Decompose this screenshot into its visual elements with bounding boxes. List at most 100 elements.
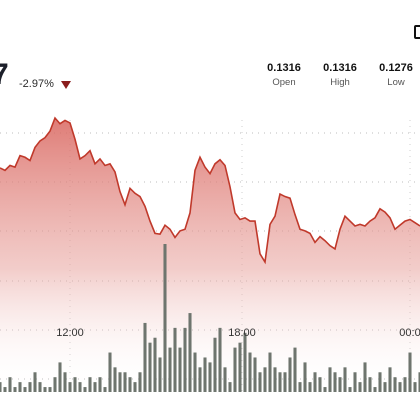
volume-bar: [138, 372, 142, 392]
volume-bar: [258, 372, 262, 392]
volume-bar: [383, 382, 387, 392]
volume-bar: [213, 337, 217, 392]
volume-bar: [48, 387, 52, 392]
volume-bar: [198, 367, 202, 392]
volume-bar: [293, 347, 297, 392]
volume-bar: [333, 372, 337, 392]
volume-bar: [53, 377, 57, 392]
volume-bar: [73, 377, 77, 392]
x-tick-label: 00:0: [399, 327, 420, 339]
volume-bar: [108, 352, 112, 392]
volume-bar: [353, 372, 357, 392]
volume-bar: [398, 382, 402, 392]
volume-bar: [238, 342, 242, 392]
x-tick-label: 18:00: [228, 327, 256, 339]
volume-bar: [298, 382, 302, 392]
volume-bar: [38, 382, 42, 392]
volume-bar: [343, 367, 347, 392]
volume-bar: [348, 387, 352, 392]
volume-bar: [403, 377, 407, 392]
volume-bar: [13, 387, 17, 392]
open-value: 0.1316: [267, 62, 301, 74]
volume-bar: [18, 382, 22, 392]
volume-bar: [23, 387, 27, 392]
volume-bar: [378, 372, 382, 392]
volume-bar: [143, 322, 147, 392]
volume-bar: [8, 377, 12, 392]
volume-bar: [248, 352, 252, 392]
volume-bar: [168, 347, 172, 392]
x-tick-label: 12:00: [56, 327, 84, 339]
volume-bar: [233, 347, 237, 392]
volume-bar: [328, 367, 332, 392]
volume-bar: [123, 372, 127, 392]
volume-bar: [323, 387, 327, 392]
volume-bar: [273, 367, 277, 392]
high-stat: 0.1316 High: [315, 62, 365, 88]
volume-bar: [63, 372, 67, 392]
volume-bar: [128, 377, 132, 392]
volume-bar: [288, 357, 292, 392]
volume-bar: [208, 362, 212, 392]
volume-bar: [173, 327, 177, 392]
volume-bar: [28, 382, 32, 392]
volume-bar: [243, 332, 247, 392]
volume-bar: [98, 377, 102, 392]
volume-bar: [228, 382, 232, 392]
price-area-fill: [0, 118, 420, 392]
high-value: 0.1316: [323, 62, 357, 74]
volume-bar: [158, 357, 162, 392]
volume-bar: [368, 377, 372, 392]
volume-bar: [308, 382, 312, 392]
volume-bar: [388, 367, 392, 392]
settings-icon[interactable]: [414, 25, 420, 39]
volume-bar: [313, 372, 317, 392]
volume-bar: [68, 382, 72, 392]
down-arrow-icon: [61, 81, 71, 89]
high-label: High: [330, 77, 350, 88]
volume-bar: [163, 244, 167, 392]
volume-bar: [338, 377, 342, 392]
volume-bar: [193, 352, 197, 392]
x-axis-ticks: 12:00 18:00 00:0: [56, 327, 420, 339]
volume-bar: [358, 382, 362, 392]
volume-bar: [103, 387, 107, 392]
volume-bar: [3, 387, 7, 392]
volume-bar: [318, 377, 322, 392]
volume-bars: [0, 244, 420, 392]
volume-bar: [93, 382, 97, 392]
volume-bar: [393, 377, 397, 392]
corner-widget[interactable]: P 2: [410, 8, 420, 56]
volume-bar: [183, 327, 187, 392]
volume-bar: [373, 387, 377, 392]
volume-bar: [153, 337, 157, 392]
corner-bottom-text: 2: [410, 47, 420, 56]
volume-bar: [113, 367, 117, 392]
volume-bar: [223, 367, 227, 392]
volume-bar: [218, 327, 222, 392]
volume-bar: [148, 342, 152, 392]
low-label: Low: [387, 77, 405, 88]
volume-bar: [253, 357, 257, 392]
volume-bar: [78, 382, 82, 392]
volume-bar: [408, 352, 412, 392]
low-value: 0.1276: [379, 62, 413, 74]
volume-bar: [278, 372, 282, 392]
volume-bar: [83, 387, 87, 392]
volume-bar: [418, 372, 420, 392]
volume-bar: [58, 362, 62, 392]
last-price: 7: [0, 58, 9, 92]
volume-bar: [43, 387, 47, 392]
volume-bar: [413, 382, 417, 392]
volume-bar: [303, 362, 307, 392]
low-stat: 0.1276 Low: [371, 62, 420, 88]
volume-bar: [118, 372, 122, 392]
volume-bar: [88, 377, 92, 392]
volume-bar: [263, 367, 267, 392]
price-line: [0, 116, 420, 265]
volume-bar: [0, 382, 2, 392]
volume-bar: [188, 313, 192, 392]
volume-bar: [203, 357, 207, 392]
open-label: Open: [272, 77, 296, 88]
